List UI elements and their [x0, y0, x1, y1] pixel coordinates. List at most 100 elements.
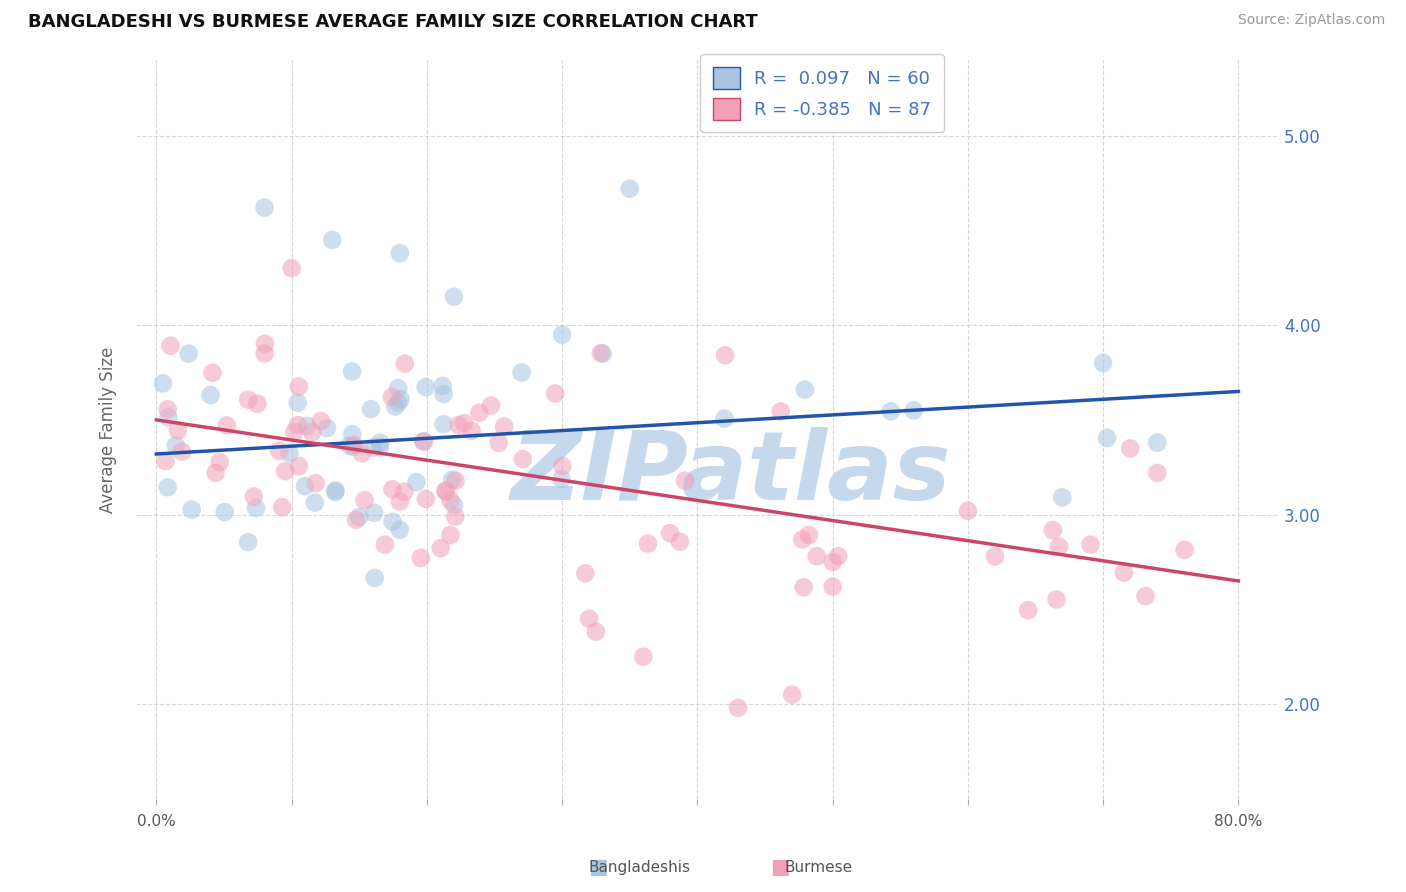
Point — [412, 434, 434, 449]
Point — [353, 493, 375, 508]
Point — [253, 346, 276, 360]
Point — [447, 418, 470, 433]
Point — [242, 490, 264, 504]
Point — [415, 380, 437, 394]
Point — [325, 483, 347, 498]
Point — [363, 506, 385, 520]
Point — [1047, 540, 1070, 554]
Text: ■: ■ — [588, 857, 607, 877]
Point — [510, 366, 533, 380]
Point — [439, 493, 461, 508]
Point — [152, 376, 174, 391]
Point — [389, 392, 412, 406]
Point — [429, 541, 451, 556]
Point — [460, 424, 482, 438]
Point — [443, 498, 465, 512]
Point — [903, 403, 925, 417]
Point — [170, 444, 193, 458]
Point — [1080, 538, 1102, 552]
Point — [288, 459, 311, 474]
Point — [301, 425, 323, 439]
Point — [806, 549, 828, 564]
Point — [714, 348, 737, 362]
Point — [1173, 542, 1195, 557]
Point — [415, 491, 437, 506]
Point — [387, 381, 409, 395]
Text: Bangladeshis: Bangladeshis — [589, 860, 690, 874]
Point — [253, 336, 276, 351]
Point — [253, 201, 276, 215]
Point — [544, 386, 567, 401]
Point — [236, 392, 259, 407]
Point — [405, 475, 427, 490]
Point — [283, 425, 305, 439]
Point — [488, 435, 510, 450]
Point — [956, 504, 979, 518]
Point — [381, 390, 404, 404]
Point — [669, 534, 692, 549]
Point — [297, 419, 319, 434]
Point — [368, 435, 391, 450]
Point — [360, 402, 382, 417]
Point — [1042, 523, 1064, 537]
Point — [309, 414, 332, 428]
Point — [637, 536, 659, 550]
Point — [550, 472, 572, 486]
Point — [381, 515, 404, 529]
Point — [340, 364, 363, 378]
Point — [287, 396, 309, 410]
Point — [589, 346, 612, 360]
Point — [304, 496, 326, 510]
Point — [1095, 431, 1118, 445]
Point — [585, 624, 607, 639]
Point — [361, 441, 384, 455]
Point — [793, 580, 815, 594]
Point — [432, 379, 454, 393]
Point — [245, 500, 267, 515]
Point — [551, 327, 574, 342]
Point — [384, 400, 406, 414]
Point — [343, 438, 366, 452]
Point — [363, 571, 385, 585]
Point — [880, 404, 903, 418]
Point — [984, 549, 1007, 564]
Point — [441, 473, 464, 487]
Point — [413, 434, 436, 449]
Y-axis label: Average Family Size: Average Family Size — [100, 346, 117, 513]
Point — [387, 395, 409, 409]
Point — [342, 440, 364, 454]
Point — [1119, 442, 1142, 456]
Text: 0.0%: 0.0% — [136, 814, 176, 829]
Point — [156, 480, 179, 494]
Text: Burmese: Burmese — [785, 860, 852, 874]
Point — [793, 383, 815, 397]
Legend: R =  0.097   N = 60, R = -0.385   N = 87: R = 0.097 N = 60, R = -0.385 N = 87 — [700, 54, 943, 132]
Point — [439, 528, 461, 542]
Point — [288, 379, 311, 393]
Point — [592, 346, 614, 360]
Point — [574, 566, 596, 581]
Point — [827, 549, 849, 564]
Point — [321, 233, 343, 247]
Point — [337, 438, 360, 452]
Point — [797, 528, 820, 542]
Point — [200, 388, 222, 402]
Point — [1017, 603, 1039, 617]
Point — [287, 418, 309, 433]
Point — [551, 459, 574, 474]
Point — [180, 502, 202, 516]
Point — [344, 513, 367, 527]
Point — [409, 550, 432, 565]
Text: 80.0%: 80.0% — [1215, 814, 1263, 829]
Point — [381, 483, 404, 497]
Point — [204, 466, 226, 480]
Point — [294, 479, 316, 493]
Point — [347, 510, 370, 524]
Point — [280, 261, 302, 276]
Point — [821, 580, 844, 594]
Point — [388, 494, 411, 508]
Text: ■: ■ — [770, 857, 790, 877]
Text: Source: ZipAtlas.com: Source: ZipAtlas.com — [1237, 13, 1385, 28]
Text: ZIPatlas: ZIPatlas — [510, 427, 950, 520]
Point — [236, 535, 259, 549]
